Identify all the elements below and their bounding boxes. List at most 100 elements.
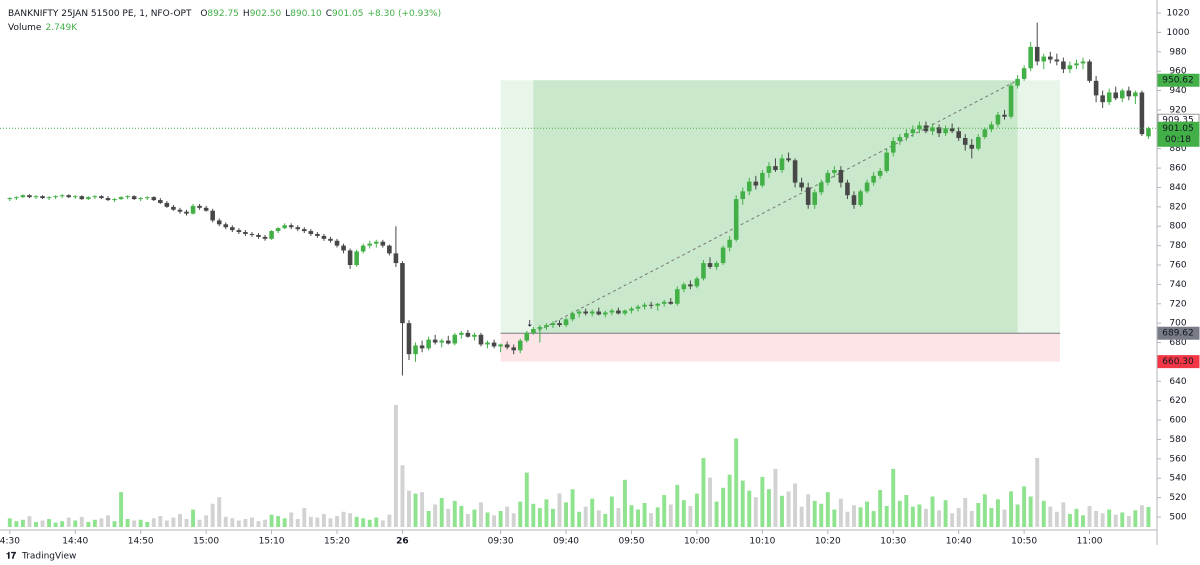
candle-body	[288, 225, 294, 228]
volume-bar	[550, 508, 555, 527]
volume-bar	[570, 489, 575, 527]
legend-value: 901.05	[332, 9, 364, 19]
candle-body	[720, 247, 726, 264]
candle-body	[655, 303, 660, 306]
candle-body	[890, 140, 896, 153]
candle-body	[1087, 61, 1092, 81]
candle-body	[59, 195, 65, 197]
candle-body	[864, 182, 870, 192]
volume-bar	[583, 506, 588, 527]
candle-body	[1100, 95, 1105, 103]
volume-bar	[302, 508, 307, 527]
candle-body	[125, 196, 130, 198]
candle-body	[701, 263, 706, 279]
volume-bar	[1094, 511, 1099, 527]
candle-body	[982, 129, 988, 138]
volume-bar	[498, 511, 503, 527]
volume-bar	[537, 508, 542, 527]
price-tag	[1157, 121, 1200, 147]
y-tick-label: 560	[1169, 454, 1186, 464]
volume-bar	[1100, 513, 1105, 527]
volume-bar	[649, 513, 654, 527]
candle-body	[930, 127, 935, 132]
candle-body	[707, 263, 713, 267]
candle-body	[851, 195, 857, 205]
volume-bar	[884, 505, 889, 527]
candle-body	[877, 170, 883, 176]
volume-bar	[760, 476, 765, 527]
candle-body	[360, 245, 366, 252]
candle-body	[1048, 56, 1053, 60]
y-tick-label: 700	[1169, 319, 1186, 329]
volume-bar	[557, 493, 562, 527]
y-tick-label: 920	[1169, 105, 1186, 115]
volume-bar	[721, 487, 726, 527]
volume-bar	[86, 521, 91, 527]
volume-bar	[14, 521, 19, 527]
candle-body	[589, 311, 595, 314]
volume-bar	[236, 520, 241, 527]
volume-bar	[479, 502, 483, 527]
volume-bar	[1035, 458, 1040, 527]
volume-bar	[904, 495, 909, 527]
legend-line: BANKNIFTY 25JAN 51500 PE, 1, NFO-OPT O89…	[8, 9, 441, 19]
volume-bar	[629, 505, 634, 527]
candle-body	[1146, 128, 1151, 137]
candle-body	[321, 235, 327, 239]
volume-bar	[1002, 509, 1007, 527]
candle-body	[236, 230, 242, 233]
volume-bar	[20, 519, 25, 527]
candle-body	[760, 172, 765, 186]
y-tick-label: 1000	[1167, 28, 1190, 38]
candle-body	[406, 323, 412, 355]
candle-body	[779, 158, 785, 171]
candle-body	[550, 323, 556, 326]
legend-change: +8.30 (+0.93%)	[368, 9, 442, 19]
volume-bar	[413, 493, 418, 527]
x-tick-label: 10:10	[749, 537, 775, 547]
volume-bar	[354, 516, 359, 527]
candle-body	[733, 199, 739, 240]
candle-body	[354, 251, 359, 265]
volume-bar	[1120, 512, 1125, 527]
candle-body	[432, 339, 438, 343]
volume-bar	[1022, 486, 1027, 527]
candle-body	[1074, 63, 1079, 66]
volume-bar	[420, 492, 425, 527]
y-tick-label: 680	[1169, 338, 1186, 348]
candle-body	[524, 332, 530, 341]
candle-body	[498, 344, 503, 347]
volume-bar	[786, 491, 791, 527]
candle-body	[917, 125, 922, 130]
candle-body	[517, 340, 523, 351]
y-tick-label: 880	[1169, 144, 1186, 154]
volume-bar	[119, 492, 124, 527]
volume-bar	[511, 513, 516, 527]
volume-bar	[773, 468, 778, 527]
header: BANKNIFTY 25JAN 51500 PE, 1, NFO-OPT O89…	[8, 9, 441, 33]
volume-bar	[1107, 509, 1112, 527]
candle-body	[197, 205, 202, 208]
volume-bar	[249, 517, 254, 527]
candle-body	[1015, 78, 1020, 86]
volume-bar	[1009, 491, 1013, 527]
candle-body	[485, 342, 490, 345]
volume-bar	[210, 503, 215, 527]
volume-bar	[982, 494, 987, 527]
volume-bar	[995, 499, 1000, 527]
candle-body	[14, 197, 19, 199]
y-tick-label: 980	[1169, 47, 1186, 57]
candle-body	[308, 231, 314, 234]
candle-body	[131, 196, 137, 200]
candle-body	[675, 289, 680, 304]
candle-body	[459, 332, 464, 335]
candle-body	[262, 236, 268, 239]
candle-body	[282, 225, 287, 229]
candle-body	[714, 263, 719, 267]
y-tick-label: 780	[1169, 241, 1186, 251]
x-tick-label: 09:50	[619, 537, 645, 547]
volume-bar	[99, 518, 104, 527]
candle-body	[603, 312, 608, 315]
volume-bar	[1139, 505, 1144, 527]
candle-body	[1106, 92, 1112, 103]
